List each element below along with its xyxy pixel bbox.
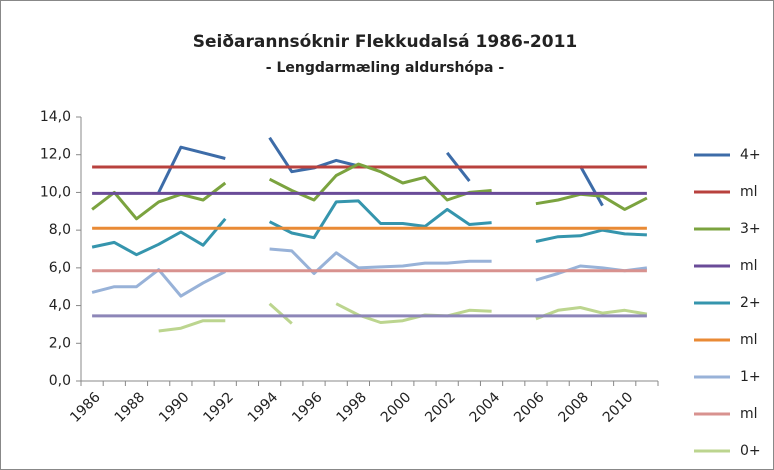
- y-tick-label: 10,0: [40, 184, 71, 200]
- y-tick-label: 6,0: [49, 260, 71, 276]
- series-line: [158, 302, 648, 333]
- y-tick-label: 0,0: [49, 373, 71, 389]
- chart-subtitle: - Lengdarmæling aldurshópa -: [266, 60, 505, 76]
- legend-label: 4+: [740, 147, 761, 163]
- legend-label: ml: [740, 332, 758, 348]
- legend-label: ml: [740, 184, 758, 200]
- series-line: [91, 199, 647, 257]
- y-tick-label: 2,0: [49, 335, 71, 351]
- legend-label: 3+: [740, 221, 761, 237]
- legend-label: 1+: [740, 369, 761, 385]
- legend-label: ml: [740, 406, 758, 422]
- legend-label: 0+: [740, 443, 761, 459]
- y-tick-label: 14,0: [40, 109, 71, 125]
- y-tick-label: 12,0: [40, 147, 71, 163]
- y-tick-label: 4,0: [49, 298, 71, 314]
- legend-label: 2+: [740, 295, 761, 311]
- legend-label: ml: [740, 258, 758, 274]
- chart-title: Seiðarannsóknir Flekkudalsá 1986-2011: [193, 32, 578, 52]
- y-tick-label: 8,0: [49, 222, 71, 238]
